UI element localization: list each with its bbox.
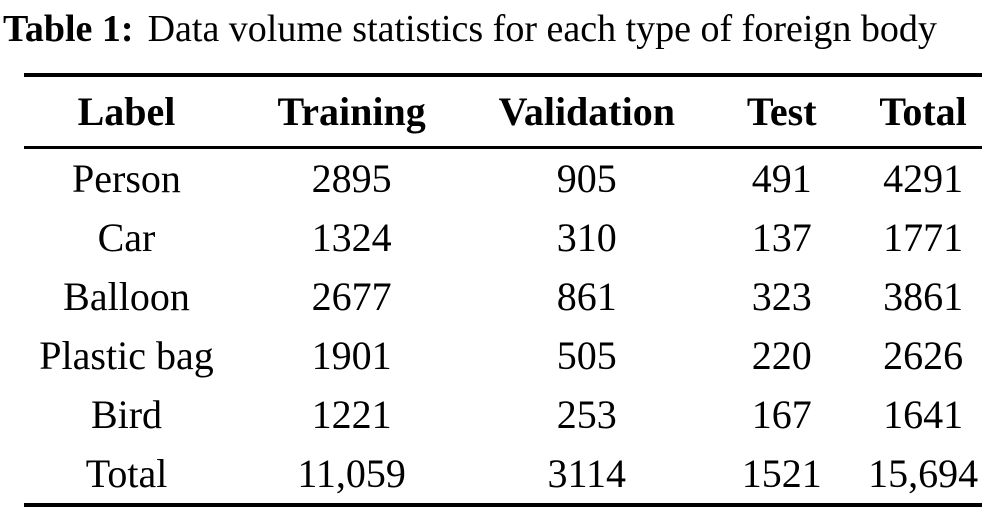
table-caption-text: Data volume statistics for each type of …: [147, 8, 937, 50]
cell-test: 491: [751, 156, 812, 201]
cell-validation: 3114: [547, 451, 627, 496]
cell-test: 1521: [741, 451, 822, 496]
row-label: Balloon: [63, 274, 190, 319]
column-header-label: Label: [24, 75, 229, 149]
cell-training: 1324: [311, 215, 392, 260]
cell-validation: 310: [556, 215, 617, 260]
cell-total: 1641: [883, 392, 964, 437]
cell-total: 3861: [883, 274, 964, 319]
column-header-total: Total: [864, 75, 982, 149]
cell-test: 323: [751, 274, 812, 319]
cell-training: 2677: [311, 274, 392, 319]
table-row-plastic-bag: Plastic bag 1901 505 220 2626: [24, 326, 982, 385]
cell-total: 2626: [883, 333, 964, 378]
cell-validation: 253: [556, 392, 617, 437]
cell-test: 220: [751, 333, 812, 378]
table-row-person: Person 2895 905 491 4291: [24, 148, 982, 209]
row-label: Person: [72, 156, 181, 201]
cell-training: 1901: [311, 333, 392, 378]
cell-test: 167: [751, 392, 812, 437]
cell-test: 137: [751, 215, 812, 260]
header-row: Label Training Validation Test Total: [24, 75, 982, 149]
cell-validation: 905: [556, 156, 617, 201]
table-row-car: Car 1324 310 137 1771: [24, 208, 982, 267]
cell-total: 15,694: [868, 451, 979, 496]
cell-training: 1221: [311, 392, 392, 437]
row-label: Bird: [90, 392, 163, 437]
cell-training: 2895: [311, 156, 392, 201]
cell-total: 4291: [883, 156, 964, 201]
table-caption-number: Table 1:: [3, 8, 134, 50]
cell-validation: 505: [556, 333, 617, 378]
cell-training: 11,059: [297, 451, 406, 496]
row-label: Total: [85, 451, 168, 496]
table-row-total: Total 11,059 3114 1521 15,694: [24, 444, 982, 505]
table-row-bird: Bird 1221 253 167 1641: [24, 385, 982, 444]
row-label: Plastic bag: [39, 333, 214, 378]
cell-validation: 861: [556, 274, 617, 319]
column-header-test: Test: [699, 75, 865, 149]
table-caption: Table 1: Data volume statistics for each …: [3, 4, 937, 54]
data-table-container: Label Training Validation Test Total Per…: [24, 73, 982, 507]
column-header-validation: Validation: [474, 75, 700, 149]
column-header-training: Training: [229, 75, 475, 149]
row-label: Car: [97, 215, 156, 260]
data-table: Label Training Validation Test Total Per…: [24, 73, 982, 507]
cell-total: 1771: [883, 215, 964, 260]
table-row-balloon: Balloon 2677 861 323 3861: [24, 267, 982, 326]
